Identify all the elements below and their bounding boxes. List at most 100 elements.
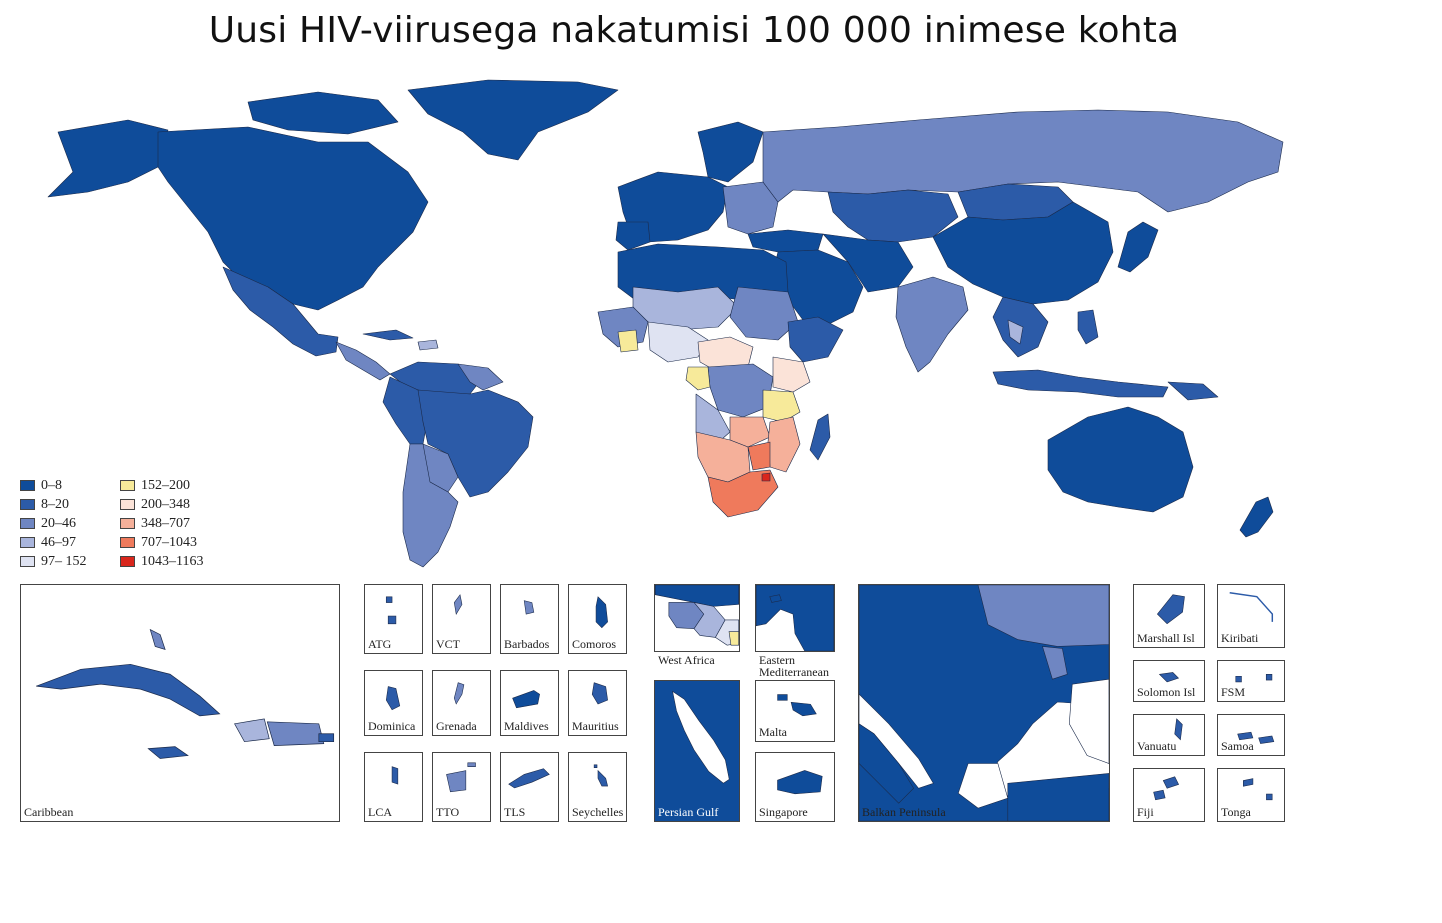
jamaica-shape	[147, 746, 189, 759]
marshall-shape	[1156, 594, 1185, 625]
inset-persian-gulf: Persian Gulf	[654, 680, 740, 822]
mauritius-shape	[591, 682, 608, 705]
inset-label-tls: TLS	[504, 805, 526, 819]
wa-region-3	[693, 602, 726, 638]
vanuatu-map	[1174, 718, 1183, 741]
tls-shape	[508, 768, 550, 789]
inset-samoa: Samoa	[1217, 714, 1285, 756]
samoa-shape-1	[1237, 731, 1254, 741]
region-tanzania	[762, 389, 801, 423]
fsm-map	[1235, 674, 1273, 683]
legend-label: 707–1043	[141, 534, 197, 550]
legend-swatch	[20, 518, 35, 529]
legend-item: 152–200	[120, 476, 203, 495]
legend-label: 20–46	[41, 515, 76, 531]
eastern-med-map	[756, 585, 834, 651]
region-mexico	[222, 266, 339, 357]
malta-map	[777, 694, 817, 717]
inset-label-grenada: Grenada	[436, 719, 477, 733]
region-cote-divoire	[617, 329, 639, 353]
legend-swatch	[120, 556, 135, 567]
balkan-moldova	[1042, 646, 1068, 680]
inset-vct: VCT	[432, 584, 491, 654]
legend-item: 707–1043	[120, 533, 203, 552]
legend-label: 1043–1163	[141, 553, 204, 569]
inset-seychelles: Seychelles	[568, 752, 627, 822]
world-map	[18, 72, 1288, 572]
inset-tls: TLS	[500, 752, 559, 822]
inset-label-marshall: Marshall Isl	[1137, 631, 1195, 645]
region-australia	[1047, 406, 1194, 513]
atg-map	[385, 596, 397, 625]
balkan-aegean	[957, 763, 1009, 809]
legend-swatch	[20, 480, 35, 491]
inset-label-solomon: Solomon Isl	[1137, 685, 1196, 699]
region-india	[895, 276, 969, 373]
seychelles-shape-1	[597, 769, 609, 787]
inset-solomon: Solomon Isl	[1133, 660, 1205, 702]
tls-map	[508, 768, 550, 789]
region-iran-afgh	[822, 233, 914, 293]
marshall-map	[1156, 594, 1185, 625]
inset-label-atg: ATG	[368, 637, 392, 651]
maldives-map	[512, 690, 540, 709]
fiji-map	[1153, 776, 1180, 801]
balkan-ukraine	[977, 585, 1109, 647]
region-alaska	[47, 119, 169, 198]
legend-label: 46–97	[41, 534, 76, 550]
inset-label-barbados: Barbados	[504, 637, 550, 651]
legend-item: 200–348	[120, 495, 203, 514]
legend-item: 46–97	[20, 533, 87, 552]
region-brazil	[417, 389, 534, 498]
region-madagascar	[809, 413, 831, 461]
inset-atg: ATG	[364, 584, 423, 654]
inset-label-samoa: Samoa	[1221, 739, 1254, 753]
inset-label-kiribati: Kiribati	[1221, 631, 1259, 645]
region-horn	[787, 316, 844, 363]
inset-lca: LCA	[364, 752, 423, 822]
legend-swatch	[120, 518, 135, 529]
inset-barbados: Barbados	[500, 584, 559, 654]
haiti-shape	[233, 718, 270, 743]
west-africa-map	[655, 585, 739, 646]
lca-shape	[391, 766, 399, 785]
grenada-shape	[453, 682, 465, 705]
region-new-zealand	[1239, 496, 1274, 538]
inset-label-maldives: Maldives	[504, 719, 549, 733]
legend-item: 1043–1163	[120, 552, 203, 571]
cyprus-shape	[769, 594, 782, 603]
inset-label-vct: VCT	[436, 637, 460, 651]
inset-label-balkan: Balkan Peninsula	[862, 805, 946, 819]
map-title: Uusi HIV-viirusega nakatumisi 100 000 in…	[208, 10, 1180, 51]
legend-item: 8–20	[20, 495, 87, 514]
caribbean-map	[36, 628, 335, 759]
inset-west-africa	[654, 584, 740, 652]
dominica-map	[385, 686, 401, 711]
region-thailand	[1007, 319, 1024, 345]
region-zimbabwe	[747, 441, 771, 471]
singapore-shape	[777, 770, 823, 795]
dominican-shape	[266, 721, 325, 746]
wa-region-5	[728, 631, 739, 646]
dominica-shape	[385, 686, 401, 711]
inset-label-vanuatu: Vanuatu	[1137, 739, 1177, 753]
region-guianas	[457, 363, 504, 391]
tto-shape-2	[467, 762, 476, 768]
atg-shape-1	[385, 596, 393, 603]
inset-grenada: Grenada	[432, 670, 491, 736]
inset-singapore: Singapore	[755, 752, 835, 822]
inset-malta: Malta	[755, 680, 835, 742]
samoa-map	[1237, 731, 1275, 744]
region-png	[1167, 381, 1219, 401]
inset-balkan: Balkan Peninsula	[858, 584, 1110, 822]
region-iberia	[615, 221, 651, 251]
lca-map	[391, 766, 399, 785]
legend-swatch	[120, 499, 135, 510]
inset-tonga: Tonga	[1217, 768, 1285, 822]
inset-maldives: Maldives	[500, 670, 559, 736]
tonga-shape-1	[1243, 778, 1254, 787]
legend-label: 97– 152	[41, 553, 87, 569]
legend-label: 0–8	[41, 477, 62, 493]
legend-swatch	[20, 499, 35, 510]
inset-label-comoros: Comoros	[572, 637, 617, 651]
